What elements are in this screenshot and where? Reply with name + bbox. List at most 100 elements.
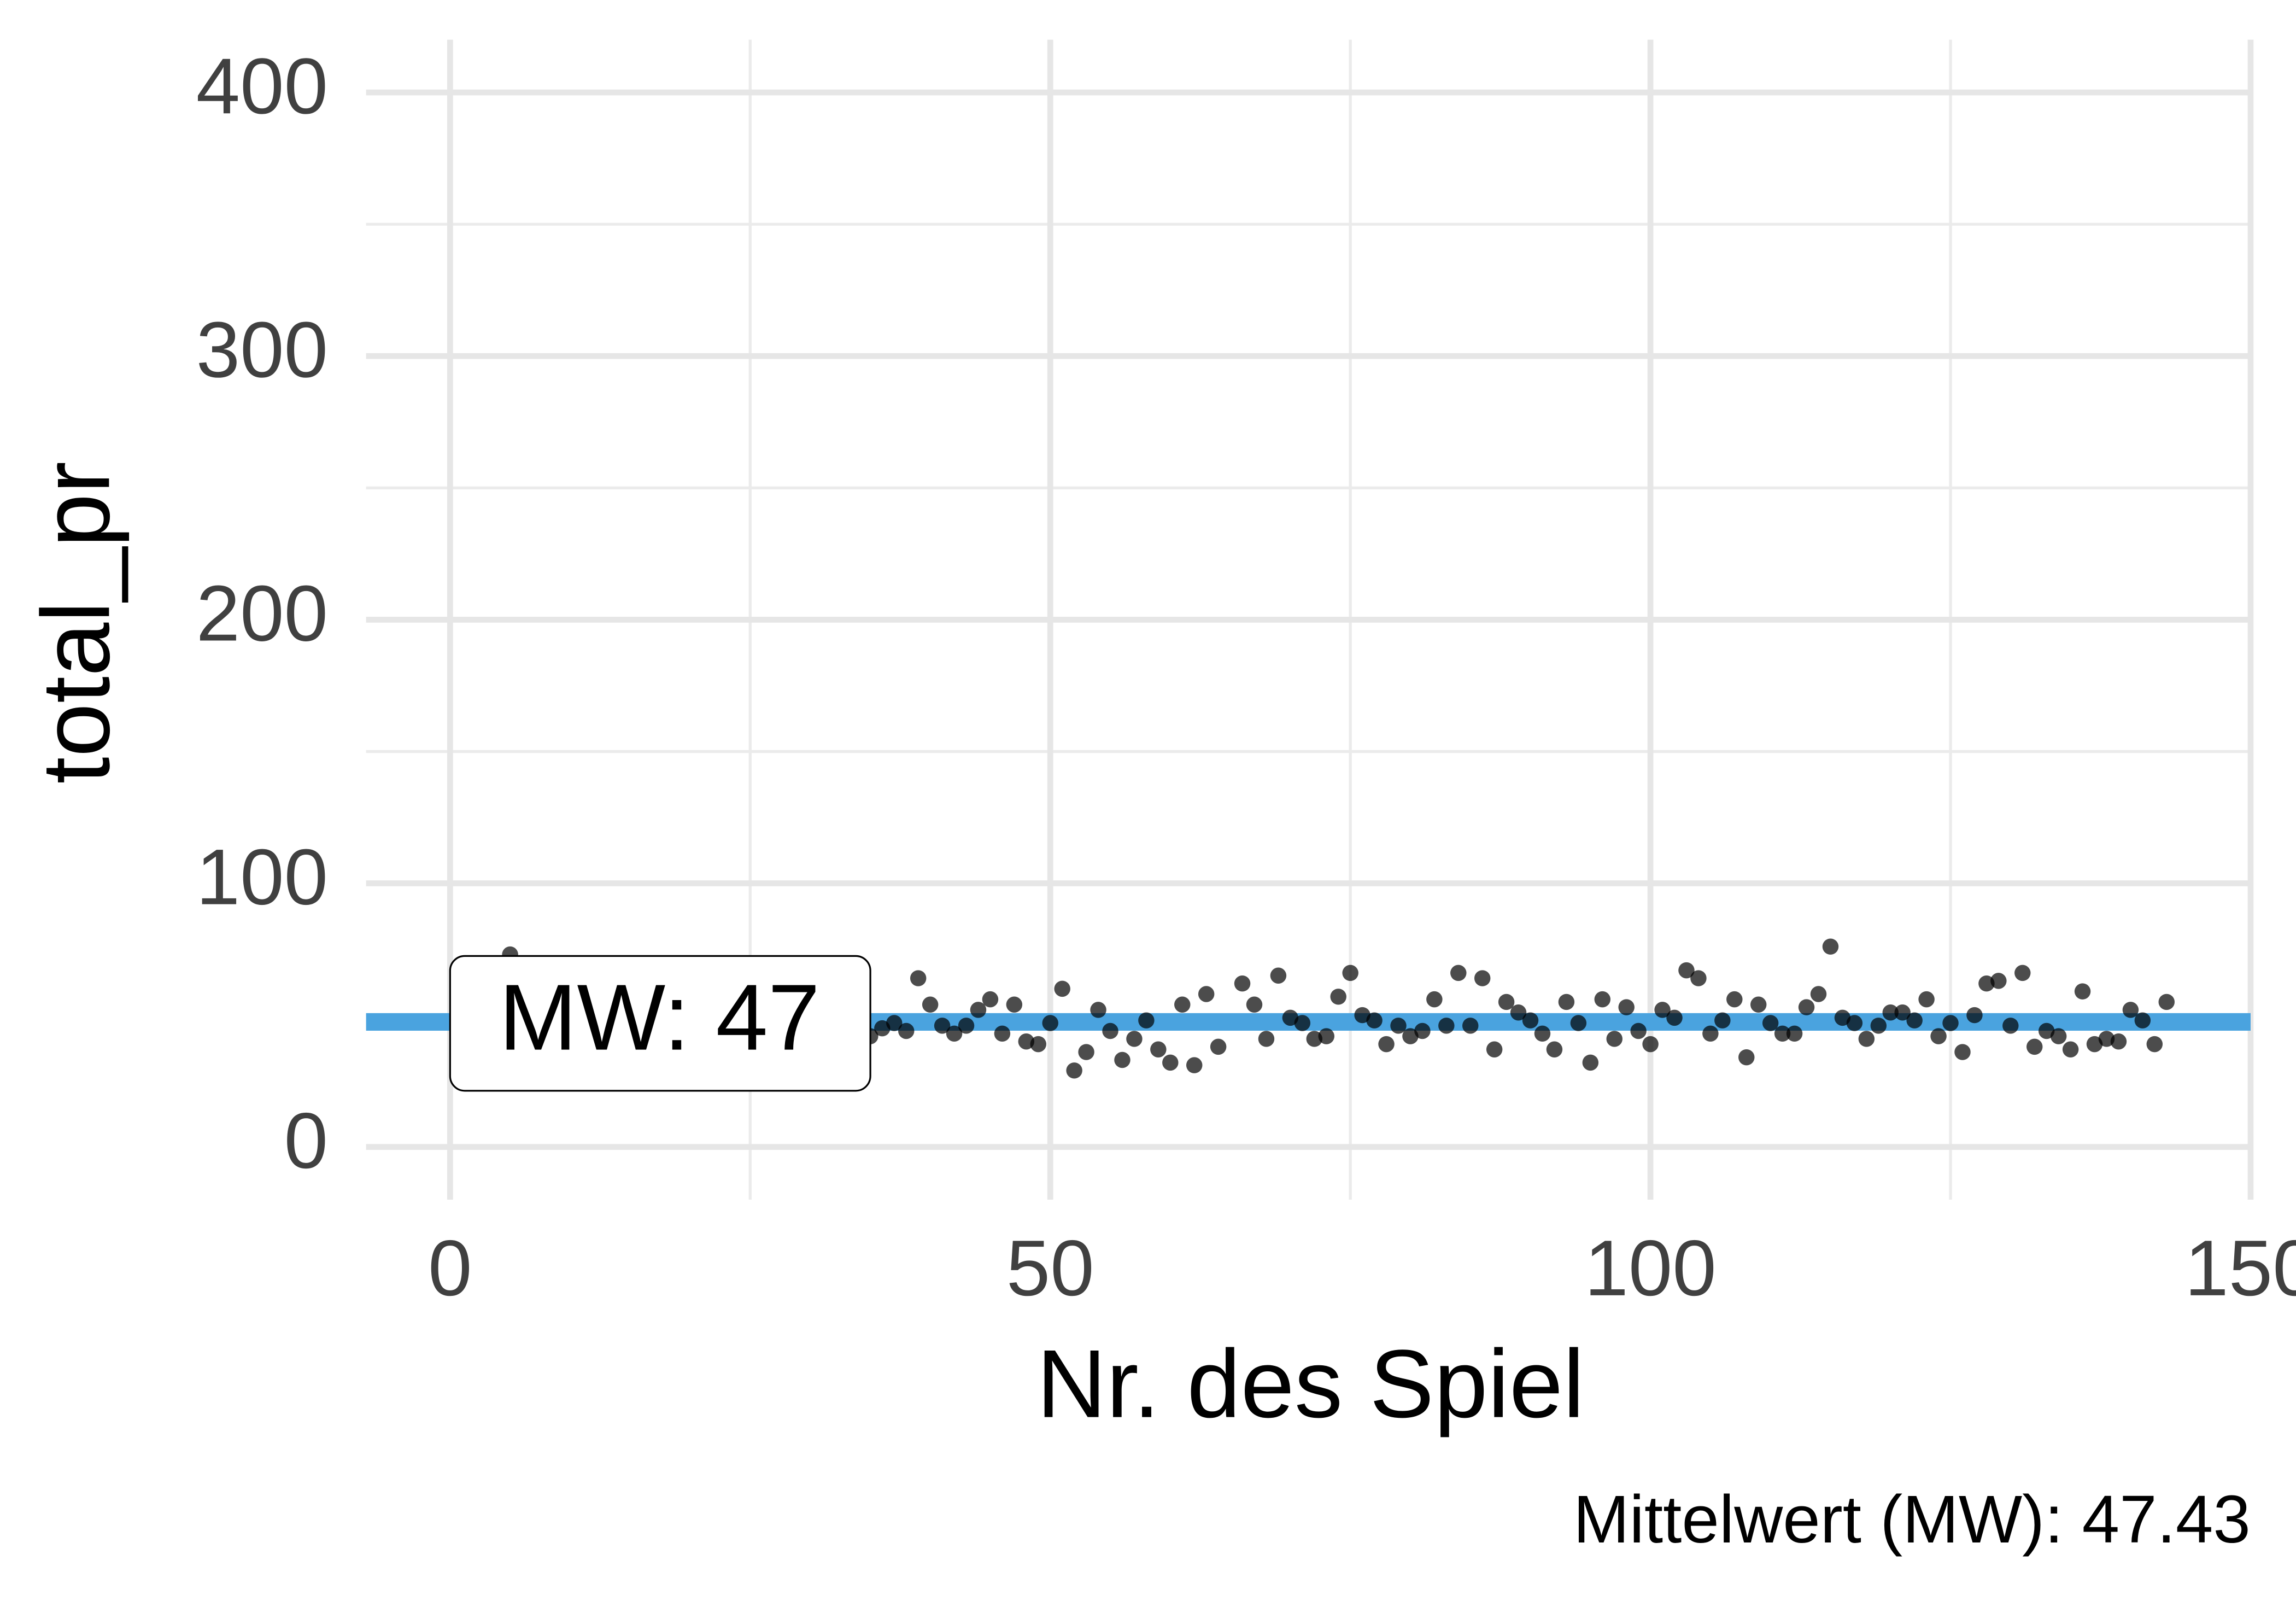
point: [1702, 1025, 1719, 1042]
point: [1558, 994, 1575, 1010]
point: [1102, 1022, 1118, 1039]
point: [1282, 1009, 1299, 1026]
y-tick-label: 0: [284, 1096, 328, 1185]
point: [1918, 991, 1935, 1008]
point: [1930, 1028, 1947, 1044]
point: [2002, 1018, 2019, 1034]
point: [1486, 1041, 1503, 1057]
point: [1822, 938, 1839, 955]
point: [1750, 996, 1767, 1013]
point: [1186, 1057, 1203, 1073]
point: [994, 1025, 1011, 1042]
y-axis-title: total_pr: [22, 461, 130, 784]
point: [1726, 991, 1743, 1008]
point: [1150, 1041, 1167, 1057]
point: [982, 991, 999, 1008]
point: [1690, 970, 1707, 986]
point: [886, 1015, 903, 1031]
mean-label: MW: 47: [449, 955, 871, 1092]
point: [1162, 1054, 1179, 1071]
y-tick-label: 400: [196, 42, 328, 130]
point: [2038, 1022, 2055, 1039]
point: [1042, 1015, 1058, 1031]
point: [1966, 1007, 1983, 1024]
point: [1594, 991, 1610, 1008]
point: [2158, 994, 2175, 1010]
point: [2062, 1041, 2079, 1057]
point: [1066, 1062, 1082, 1079]
point: [1198, 986, 1215, 1002]
point: [1786, 1025, 1803, 1042]
point: [1258, 1031, 1275, 1047]
y-tick-label: 100: [196, 833, 328, 921]
point: [1534, 1025, 1551, 1042]
point: [1366, 1012, 1383, 1029]
point: [1858, 1031, 1875, 1047]
point: [1618, 999, 1635, 1015]
point: [1654, 1002, 1671, 1018]
point: [1330, 989, 1346, 1005]
point: [1174, 996, 1191, 1013]
point: [1306, 1031, 1323, 1047]
point: [1642, 1036, 1659, 1053]
point: [2134, 1012, 2151, 1029]
point: [2014, 965, 2031, 981]
point: [1294, 1015, 1311, 1031]
point: [1954, 1044, 1971, 1060]
x-tick-label: 50: [1006, 1224, 1094, 1312]
point: [1450, 965, 1467, 981]
point: [1990, 973, 2007, 989]
point: [1090, 1002, 1106, 1018]
point: [1018, 1033, 1035, 1050]
label-text: MW: 47: [499, 966, 820, 1070]
point: [1810, 986, 1827, 1002]
point: [1906, 1012, 1923, 1029]
point: [1078, 1044, 1094, 1060]
point: [934, 1018, 951, 1034]
point: [910, 970, 927, 986]
point: [1678, 962, 1695, 979]
point: [1834, 1009, 1851, 1026]
point: [1030, 1036, 1046, 1053]
x-tick-label: 150: [2184, 1224, 2296, 1312]
point: [2026, 1038, 2043, 1055]
point: [2122, 1002, 2139, 1018]
point: [1318, 1028, 1334, 1044]
caption: Mittelwert (MW): 47.43: [1573, 1482, 2251, 1557]
point: [1474, 970, 1491, 986]
point: [1426, 991, 1443, 1008]
point: [1246, 996, 1263, 1013]
point: [1054, 980, 1070, 997]
point: [970, 1002, 987, 1018]
point: [1114, 1051, 1131, 1068]
point: [1126, 1031, 1143, 1047]
point: [958, 1018, 975, 1034]
point: [1606, 1031, 1623, 1047]
point: [1738, 1049, 1755, 1066]
point: [946, 1025, 963, 1042]
point: [2098, 1031, 2115, 1047]
point: [1714, 1012, 1731, 1029]
point: [1798, 999, 1815, 1015]
x-axis-title: Nr. des Spiel: [1036, 1330, 1584, 1438]
point: [1894, 1004, 1911, 1021]
point: [1546, 1041, 1563, 1057]
point: [898, 1022, 915, 1039]
point: [1942, 1015, 1959, 1031]
point: [1582, 1054, 1599, 1071]
point: [1270, 967, 1287, 984]
point: [874, 1020, 891, 1037]
point: [1846, 1015, 1863, 1031]
y-tick-label: 200: [196, 569, 328, 658]
point: [1234, 975, 1251, 992]
point: [1210, 1038, 1227, 1055]
point: [1630, 1022, 1647, 1039]
point: [1438, 1018, 1455, 1034]
point: [1006, 996, 1023, 1013]
point: [1498, 994, 1515, 1010]
point: [2050, 1028, 2067, 1044]
point: [1414, 1022, 1431, 1039]
